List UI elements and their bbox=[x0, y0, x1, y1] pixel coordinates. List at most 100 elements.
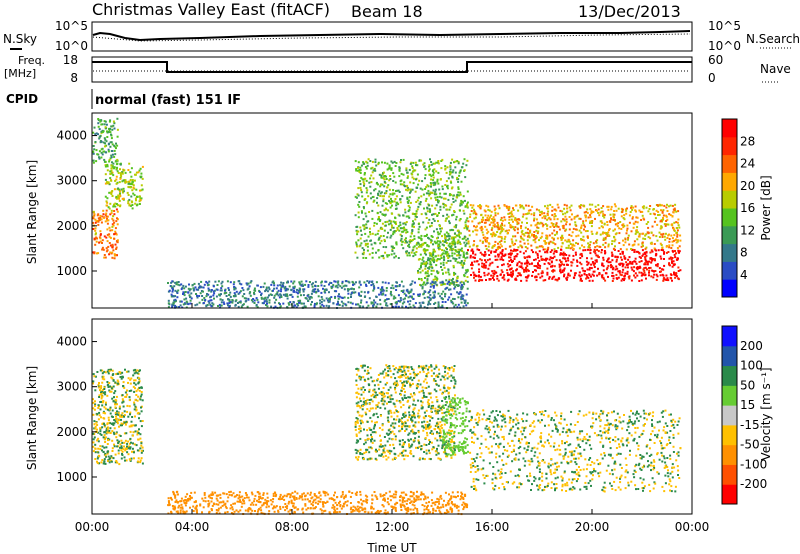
echo-pixel bbox=[97, 217, 100, 220]
echo-pixel bbox=[411, 443, 414, 446]
echo-pixel bbox=[430, 273, 433, 276]
echo-pixel bbox=[317, 295, 320, 298]
echo-pixel bbox=[396, 201, 399, 204]
echo-pixel bbox=[406, 454, 409, 457]
echo-pixel bbox=[628, 262, 631, 265]
echo-pixel bbox=[355, 303, 357, 306]
echo-pixel bbox=[614, 228, 616, 231]
echo-pixel bbox=[437, 245, 440, 247]
echo-pixel bbox=[508, 207, 511, 210]
echo-pixel bbox=[429, 261, 432, 264]
echo-pixel bbox=[442, 283, 445, 285]
echo-pixel bbox=[92, 441, 95, 444]
echo-pixel bbox=[633, 240, 636, 243]
echo-pixel bbox=[402, 289, 405, 292]
echo-pixel bbox=[247, 282, 250, 285]
echo-pixel bbox=[568, 206, 571, 209]
echo-pixel bbox=[275, 293, 278, 296]
echo-pixel bbox=[307, 285, 310, 288]
echo-pixel bbox=[327, 301, 330, 304]
echo-pixel bbox=[212, 285, 215, 288]
echo-pixel bbox=[355, 226, 358, 228]
echo-pixel bbox=[207, 283, 210, 286]
echo-pixel bbox=[120, 449, 123, 452]
echo-pixel bbox=[516, 253, 519, 256]
echo-pixel bbox=[446, 251, 449, 254]
echo-pixel bbox=[103, 235, 106, 238]
echo-pixel bbox=[643, 263, 646, 266]
echo-pixel bbox=[92, 445, 95, 448]
echo-pixel bbox=[484, 219, 487, 221]
echo-pixel bbox=[527, 269, 530, 272]
echo-pixel bbox=[111, 374, 114, 376]
echo-pixel bbox=[665, 215, 668, 218]
echo-pixel bbox=[385, 364, 388, 367]
echo-pixel bbox=[109, 251, 112, 254]
echo-pixel bbox=[393, 192, 396, 195]
echo-pixel bbox=[673, 229, 676, 232]
echo-pixel bbox=[111, 423, 114, 425]
echo-pixel bbox=[440, 196, 443, 199]
echo-pixel bbox=[103, 120, 106, 123]
echo-pixel bbox=[393, 160, 396, 163]
echo-pixel bbox=[202, 302, 205, 304]
echo-pixel bbox=[592, 242, 595, 245]
echo-pixel bbox=[677, 266, 680, 269]
echo-pixel bbox=[599, 211, 602, 214]
echo-pixel bbox=[268, 294, 270, 297]
echo-pixel bbox=[431, 191, 433, 194]
echo-pixel bbox=[422, 301, 425, 304]
echo-pixel bbox=[503, 204, 506, 207]
echo-pixel bbox=[109, 385, 112, 388]
echo-pixel bbox=[583, 224, 586, 227]
echo-pixel bbox=[587, 237, 589, 239]
echo-pixel bbox=[381, 195, 384, 198]
echo-pixel bbox=[302, 290, 305, 293]
echo-pixel bbox=[255, 297, 258, 300]
echo-pixel bbox=[137, 432, 140, 434]
echo-pixel bbox=[613, 213, 616, 216]
echo-pixel bbox=[386, 254, 389, 257]
echo-pixel bbox=[660, 233, 663, 236]
echo-pixel bbox=[366, 164, 369, 167]
echo-pixel bbox=[540, 235, 543, 238]
echo-pixel bbox=[128, 180, 131, 183]
echo-pixel bbox=[443, 283, 446, 286]
echo-pixel bbox=[588, 273, 591, 276]
echo-pixel bbox=[140, 391, 143, 393]
echo-pixel bbox=[137, 171, 140, 174]
echo-pixel bbox=[98, 454, 100, 457]
echo-pixel bbox=[389, 175, 392, 177]
echo-pixel bbox=[614, 245, 616, 248]
echo-pixel bbox=[232, 295, 235, 297]
echo-pixel bbox=[517, 222, 520, 225]
echo-pixel bbox=[477, 263, 480, 266]
echo-pixel bbox=[383, 300, 386, 303]
echo-pixel bbox=[107, 386, 110, 388]
echo-pixel bbox=[97, 118, 100, 120]
echo-pixel bbox=[435, 170, 438, 173]
echo-pixel bbox=[97, 447, 100, 450]
echo-pixel bbox=[472, 252, 474, 255]
echo-pixel bbox=[230, 301, 233, 304]
echo-pixel bbox=[402, 291, 405, 293]
echo-pixel bbox=[378, 256, 381, 259]
echo-pixel bbox=[440, 257, 443, 259]
echo-pixel bbox=[369, 185, 372, 188]
echo-pixel bbox=[396, 415, 399, 418]
echo-pixel bbox=[440, 167, 443, 170]
echo-pixel bbox=[655, 209, 658, 212]
echo-pixel bbox=[402, 247, 405, 250]
echo-pixel bbox=[522, 206, 525, 209]
echo-pixel bbox=[412, 304, 415, 307]
echo-pixel bbox=[97, 451, 100, 454]
echo-pixel bbox=[511, 242, 514, 245]
echo-pixel bbox=[368, 253, 371, 256]
echo-pixel bbox=[408, 432, 411, 435]
echo-pixel bbox=[450, 279, 453, 282]
echo-pixel bbox=[452, 229, 455, 232]
echo-pixel bbox=[172, 304, 175, 307]
echo-pixel bbox=[654, 270, 657, 272]
echo-pixel bbox=[416, 199, 419, 202]
